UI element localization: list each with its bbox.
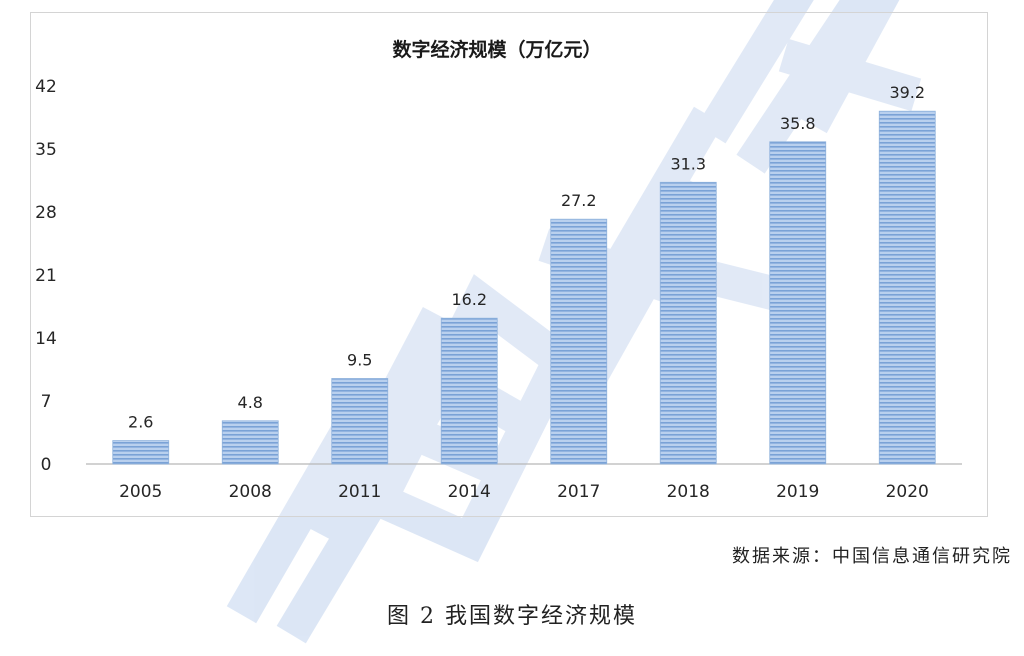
bar-2020 bbox=[878, 110, 936, 465]
data-label: 16.2 bbox=[451, 290, 487, 309]
bar-chart: 数字经济规模（万亿元） 0 7 14 21 28 35 42 2.6 4.8 9.5 16.2 27… bbox=[35, 38, 962, 502]
data-label: 31.3 bbox=[670, 154, 706, 173]
y-tick-label: 35 bbox=[35, 140, 57, 160]
bar-series bbox=[112, 110, 936, 465]
y-tick-label: 42 bbox=[35, 77, 57, 97]
x-tick-label: 2018 bbox=[667, 482, 710, 502]
x-tick-label: 2017 bbox=[557, 482, 600, 502]
bar-2017 bbox=[550, 218, 608, 465]
x-axis: 2005 2008 2011 2014 2017 2018 2019 2020 bbox=[119, 482, 929, 502]
bar-2019 bbox=[769, 141, 827, 465]
bar-2018 bbox=[659, 181, 717, 465]
y-tick-label: 14 bbox=[35, 329, 57, 349]
bar-2008 bbox=[221, 420, 279, 465]
watermark-stroke bbox=[796, 0, 900, 134]
watermark-stroke bbox=[778, 38, 922, 112]
data-label: 27.2 bbox=[561, 191, 597, 210]
bar-2005 bbox=[112, 440, 170, 465]
x-tick-label: 2019 bbox=[776, 482, 819, 502]
data-label: 4.8 bbox=[238, 393, 263, 412]
watermark-stroke bbox=[696, 0, 814, 144]
y-tick-label: 7 bbox=[41, 392, 52, 412]
data-label: 35.8 bbox=[780, 114, 816, 133]
figure-caption: 图 2 我国数字经济规模 bbox=[387, 604, 637, 629]
watermark-stroke bbox=[736, 0, 881, 174]
data-label: 9.5 bbox=[347, 351, 372, 370]
x-tick-label: 2011 bbox=[338, 482, 381, 502]
x-tick-label: 2020 bbox=[886, 482, 929, 502]
source-note: 数据来源：中国信息通信研究院 bbox=[732, 546, 1012, 567]
x-tick-label: 2005 bbox=[119, 482, 162, 502]
chart-frame bbox=[30, 12, 988, 517]
data-label: 2.6 bbox=[128, 413, 153, 432]
watermark-stroke bbox=[276, 396, 444, 644]
chart-title: 数字经济规模（万亿元） bbox=[392, 38, 601, 61]
data-label: 39.2 bbox=[889, 83, 925, 102]
x-tick-label: 2008 bbox=[229, 482, 272, 502]
y-axis: 0 7 14 21 28 35 42 bbox=[35, 77, 57, 475]
data-labels: 2.6 4.8 9.5 16.2 27.2 31.3 35.8 39.2 bbox=[128, 83, 925, 431]
x-tick-label: 2014 bbox=[448, 482, 491, 502]
y-tick-label: 21 bbox=[35, 266, 57, 286]
bar-2011 bbox=[331, 378, 389, 465]
watermark-stroke bbox=[576, 106, 724, 324]
y-tick-label: 28 bbox=[35, 203, 57, 223]
bar-2014 bbox=[440, 317, 498, 465]
y-tick-label: 0 bbox=[41, 455, 52, 475]
